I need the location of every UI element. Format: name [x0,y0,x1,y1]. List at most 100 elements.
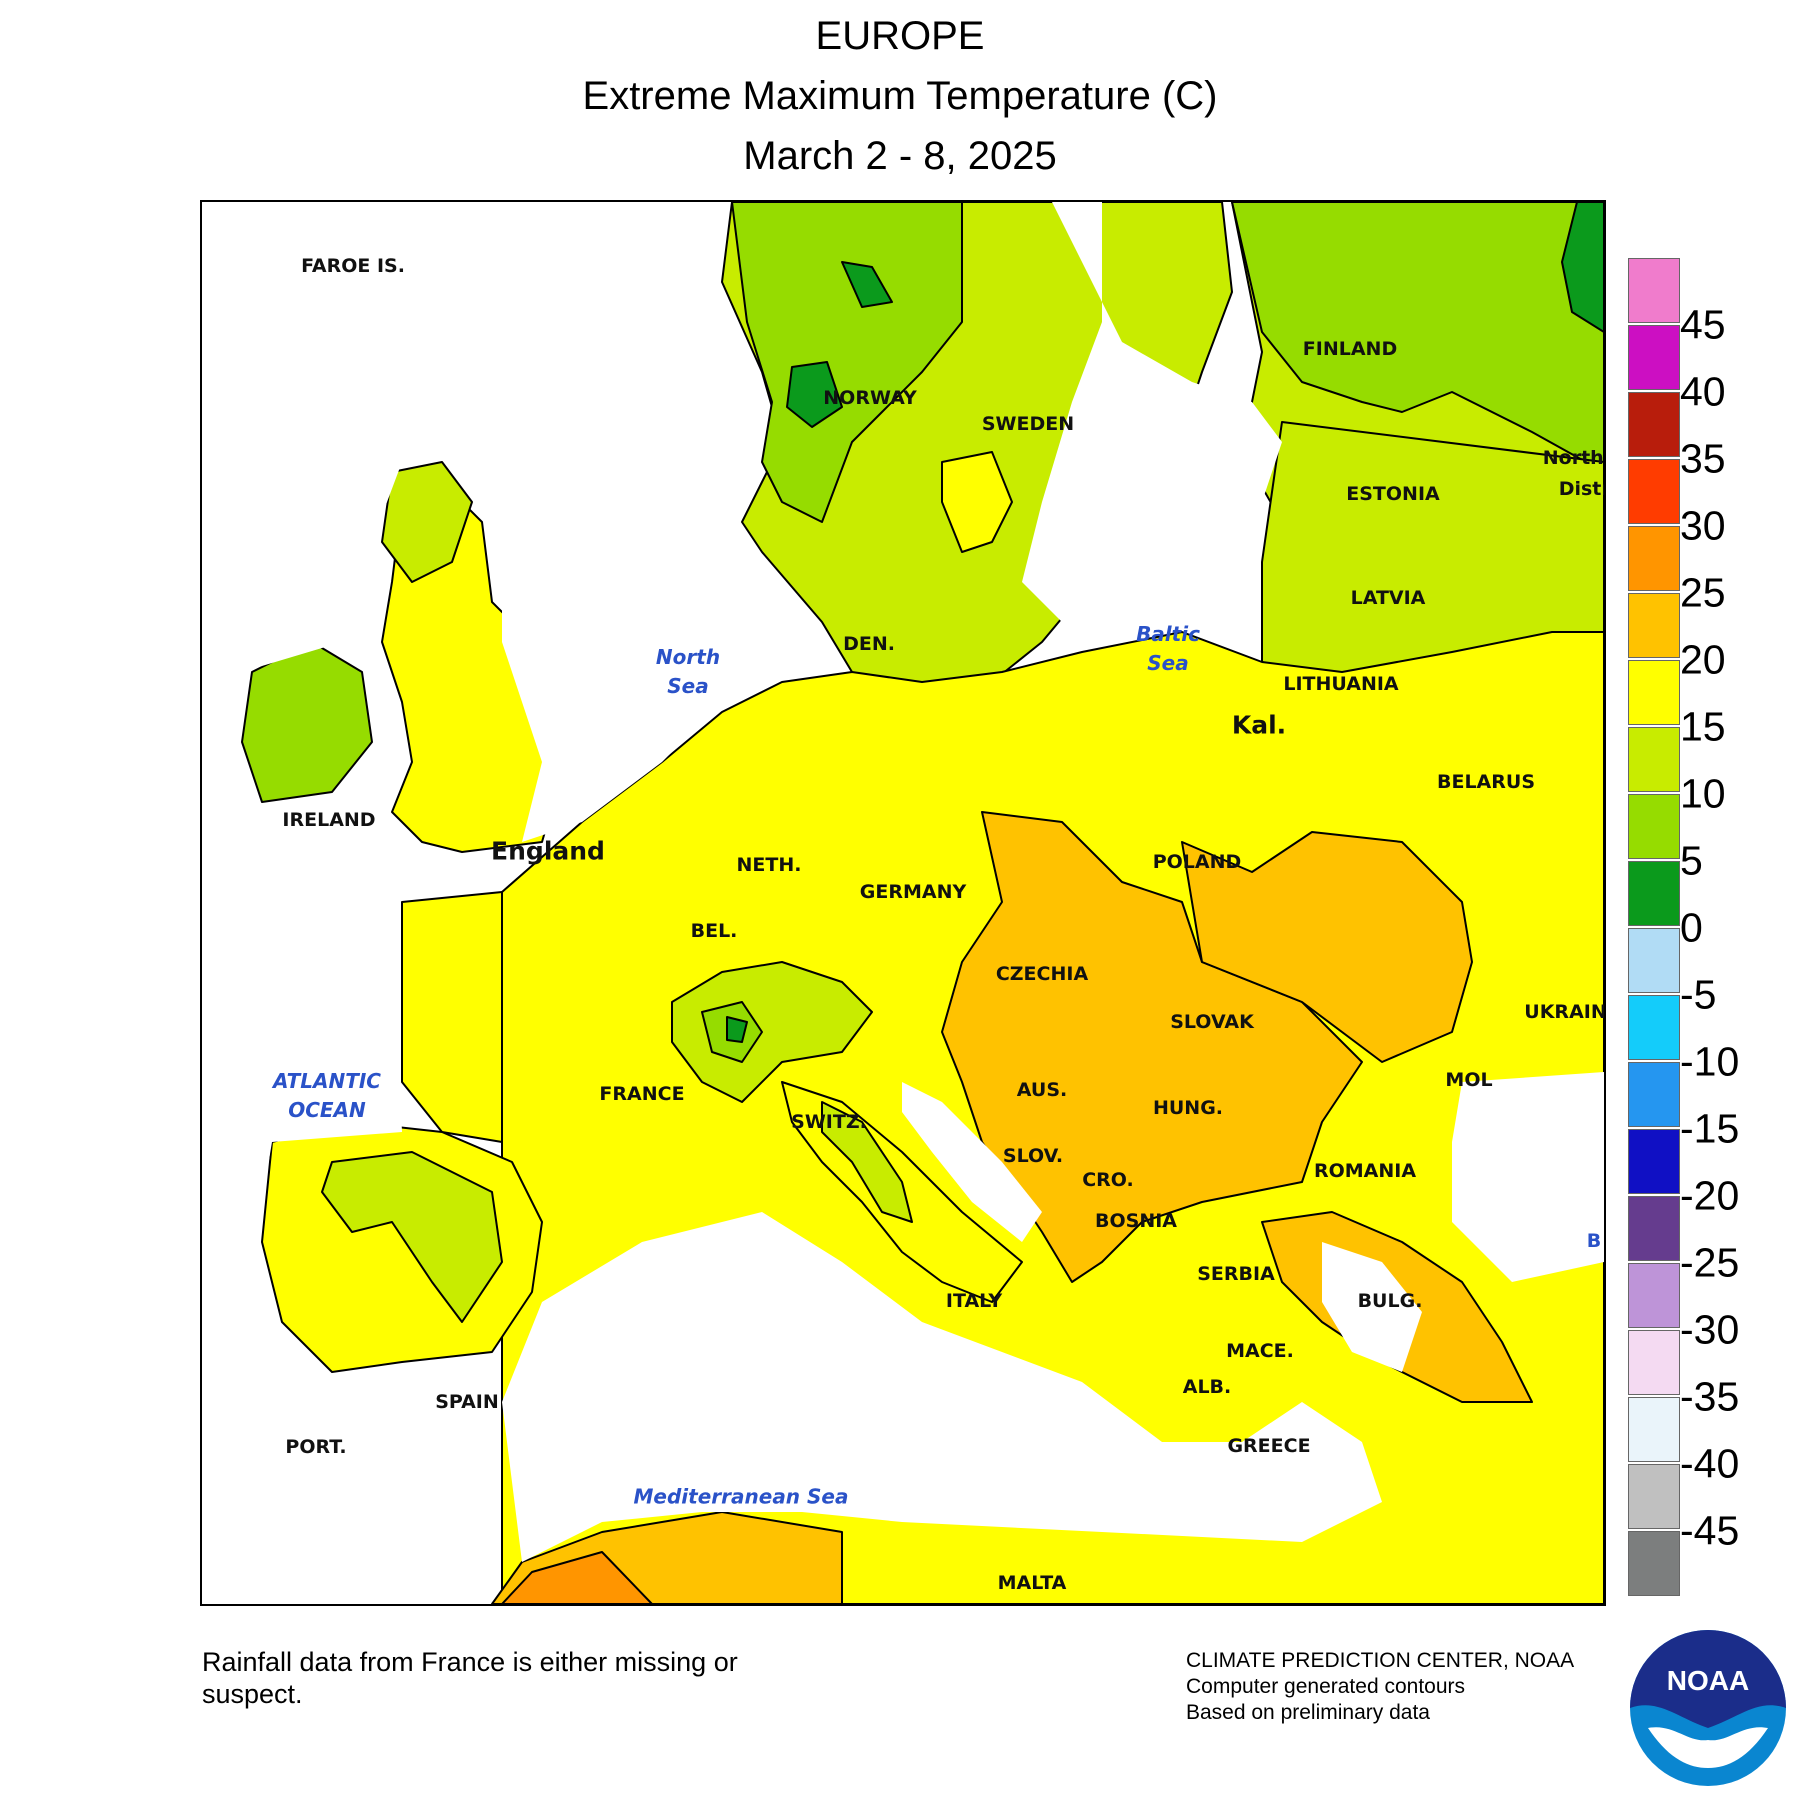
map-period-title: March 2 - 8, 2025 [743,134,1057,178]
credits-block: CLIMATE PREDICTION CENTER, NOAA Computer… [1186,1648,1606,1726]
country-label-sweden: SWEDEN [981,413,1075,435]
legend-swatch [1628,727,1680,792]
legend-tick-label: 5 [1680,837,1703,884]
norway-cold-core-2 [841,261,893,308]
norway-cold-core [786,361,843,428]
finland-region [1231,202,1604,473]
north-sea-mask [502,502,762,842]
black-sea-mask [1452,1072,1604,1282]
country-label-italy: ITALY [945,1290,1003,1312]
map-canvas [202,202,1604,1604]
legend-swatch [1628,995,1680,1060]
legend-swatch [1628,861,1680,926]
country-label-slovenia: SLOV. [1002,1145,1064,1167]
legend-swatch [1628,1531,1680,1596]
legend-swatch [1628,1330,1680,1395]
legend-swatch [1628,325,1680,390]
legend-swatch [1628,1129,1680,1194]
country-label-greece: GREECE [1227,1435,1311,1457]
legend-swatch [1628,526,1680,591]
country-label-spain: SPAIN [435,1391,499,1413]
country-label-macedonia: MACE. [1226,1340,1294,1362]
region-label-northwest-district: Northw [1542,447,1604,469]
legend-tick-label: 0 [1680,904,1703,951]
aegean-mask [1322,1242,1422,1372]
legend-swatch [1628,794,1680,859]
scotland [381,461,473,583]
southeast-warm-zone [941,811,1363,1283]
country-label-serbia: SERBIA [1197,1263,1275,1285]
norway-region [731,202,963,523]
alps-coldest [726,1016,748,1043]
legend-swatch [1628,1062,1680,1127]
legend-swatch [1628,392,1680,457]
country-label-ukraine: UKRAINE [1524,1001,1606,1023]
country-label-austria: AUS. [1016,1079,1068,1101]
france-west [401,891,503,1143]
legend-tick-label: -20 [1680,1172,1740,1219]
legend-swatch [1628,1397,1680,1462]
north-africa-hot [501,1551,653,1604]
mediterranean-mask [502,1212,1382,1562]
country-label-norway: NORWAY [823,387,917,409]
country-label-poland: POLAND [1152,851,1242,873]
legend-tick-label: 20 [1680,636,1726,683]
atlantic-mask [202,202,402,1604]
country-label-belarus: BELARUS [1436,771,1536,793]
country-label-england: England [491,836,605,866]
country-label-bosnia: BOSNIA [1095,1210,1177,1232]
legend-swatch [1628,1464,1680,1529]
alps-cool-zone [671,961,873,1103]
legend-tick-label: 35 [1680,435,1726,482]
credit-contours: Computer generated contours [1186,1675,1465,1698]
country-label-kaliningrad: Kal. [1231,710,1287,740]
country-label-belgium: BEL. [690,920,738,942]
country-label-ireland: IRELAND [282,809,376,831]
country-label-hungary: HUNG. [1152,1097,1224,1119]
credit-agency: CLIMATE PREDICTION CENTER, NOAA [1186,1649,1575,1672]
noaa-logo: NOAA [1630,1630,1786,1786]
region-label-district: Distri [1558,478,1604,500]
legend-tick-label: 25 [1680,569,1726,616]
country-label-slovakia: SLOVAK [1170,1011,1254,1033]
legend-tick-label: -30 [1680,1306,1740,1353]
adriatic-mask [902,1082,1042,1242]
country-label-albania: ALB. [1182,1376,1232,1398]
sea-label-north-sea: North Sea [655,645,721,698]
finland-cold-corner [1561,202,1604,333]
country-label-denmark: DEN. [843,633,895,655]
country-label-portugal: PORT. [285,1436,347,1458]
italy-cool-spine [821,1101,913,1223]
baltic-sea-mask [1022,202,1282,622]
ukraine-warm-zone [1181,831,1473,1063]
legend-swatch [1628,660,1680,725]
country-label-czechia: CZECHIA [995,963,1089,985]
sweden-warm-patch [941,451,1013,553]
country-label-latvia: LATVIA [1350,587,1426,609]
legend-swatch [1628,1196,1680,1261]
country-label-finland: FINLAND [1302,338,1398,360]
noaa-logo-text: NOAA [1667,1665,1749,1696]
legend-swatch [1628,593,1680,658]
sea-label-atlantic-ocean: ATLANTIC OCEAN [273,1069,381,1122]
country-label-malta: MALTA [997,1572,1067,1594]
legend-tick-label: -40 [1680,1440,1740,1487]
legend-swatch [1628,258,1680,323]
country-label-faroe: FAROE IS. [301,255,405,277]
country-label-croatia: CRO. [1082,1169,1134,1191]
country-label-romania: ROMANIA [1313,1160,1417,1182]
france-data-note: Rainfall data from France is either miss… [202,1647,738,1709]
country-label-germany: GERMANY [859,881,967,903]
legend-tick-label: 40 [1680,368,1726,415]
credit-data: Based on preliminary data [1186,1701,1430,1724]
legend-swatch [1628,459,1680,524]
sea-label-baltic-sea: Baltic Sea [1136,622,1200,675]
region-label-black-sea-partial: B [1586,1230,1602,1252]
legend-tick-label: 30 [1680,502,1726,549]
legend-tick-label: 10 [1680,770,1726,817]
temperature-map: FAROE IS. NORWAY SWEDEN FINLAND ESTONIA … [200,200,1606,1606]
country-label-lithuania: LITHUANIA [1283,673,1399,695]
country-label-moldova: MOL [1445,1069,1493,1091]
legend-tick-label: -35 [1680,1373,1740,1420]
legend-tick-label: 15 [1680,703,1726,750]
